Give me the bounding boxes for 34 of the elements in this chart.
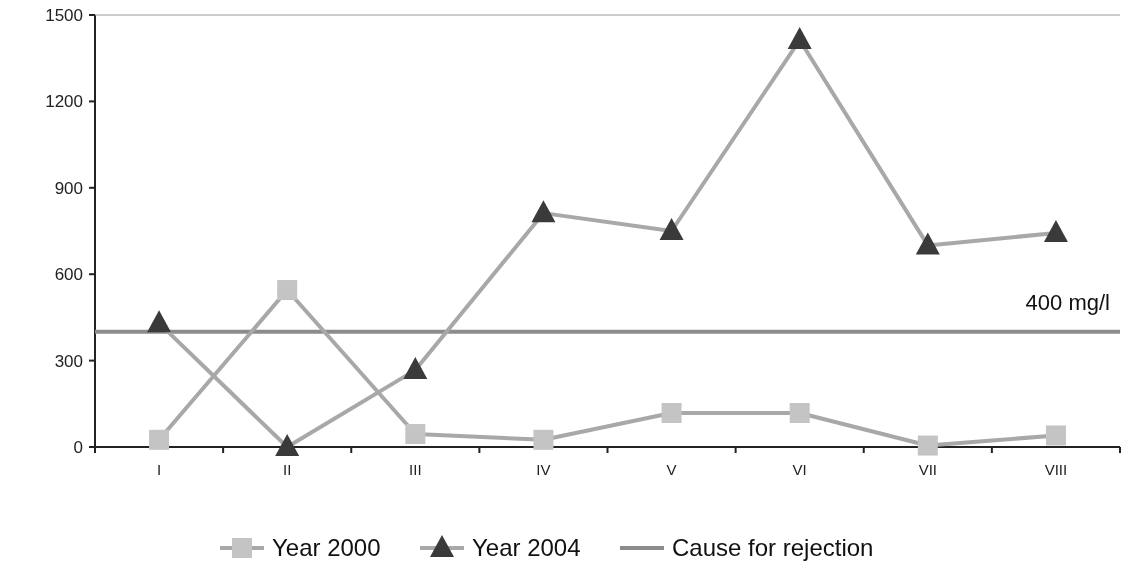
- x-tick-label: V: [666, 461, 677, 478]
- y-tick-label: 1200: [45, 92, 83, 112]
- x-tick-label: VII: [918, 461, 937, 478]
- point: [917, 435, 938, 456]
- point: [1045, 425, 1066, 446]
- x-tick-label: VIII: [1044, 461, 1068, 478]
- legend-label: Year 2000: [272, 534, 381, 562]
- annotation: 400 mg/l: [1025, 289, 1110, 315]
- point: [533, 429, 554, 450]
- point: [275, 434, 300, 456]
- y-tick-label: 600: [54, 265, 83, 285]
- point: [915, 232, 940, 255]
- y-tick-label: 0: [73, 437, 83, 457]
- x-tick-label: I: [156, 461, 162, 478]
- x-tick-label: VI: [792, 461, 807, 478]
- x-tick-label: III: [409, 461, 422, 478]
- point: [403, 357, 428, 380]
- legend-label: Year 2004: [472, 534, 581, 562]
- point: [661, 403, 682, 424]
- x-tick-label: IV: [536, 461, 551, 478]
- point: [405, 424, 426, 445]
- point: [147, 310, 172, 333]
- legend-label: Cause for rejection: [672, 534, 874, 562]
- y-tick-label: 300: [54, 351, 83, 371]
- point: [531, 200, 556, 223]
- y-tick-label: 900: [54, 178, 83, 198]
- point: [789, 403, 810, 424]
- point: [277, 280, 298, 301]
- point: [1043, 220, 1068, 243]
- point: [787, 27, 812, 50]
- point: [149, 429, 170, 450]
- x-tick-label: II: [283, 461, 292, 478]
- y-tick-label: 1500: [45, 5, 83, 25]
- point: [659, 218, 684, 240]
